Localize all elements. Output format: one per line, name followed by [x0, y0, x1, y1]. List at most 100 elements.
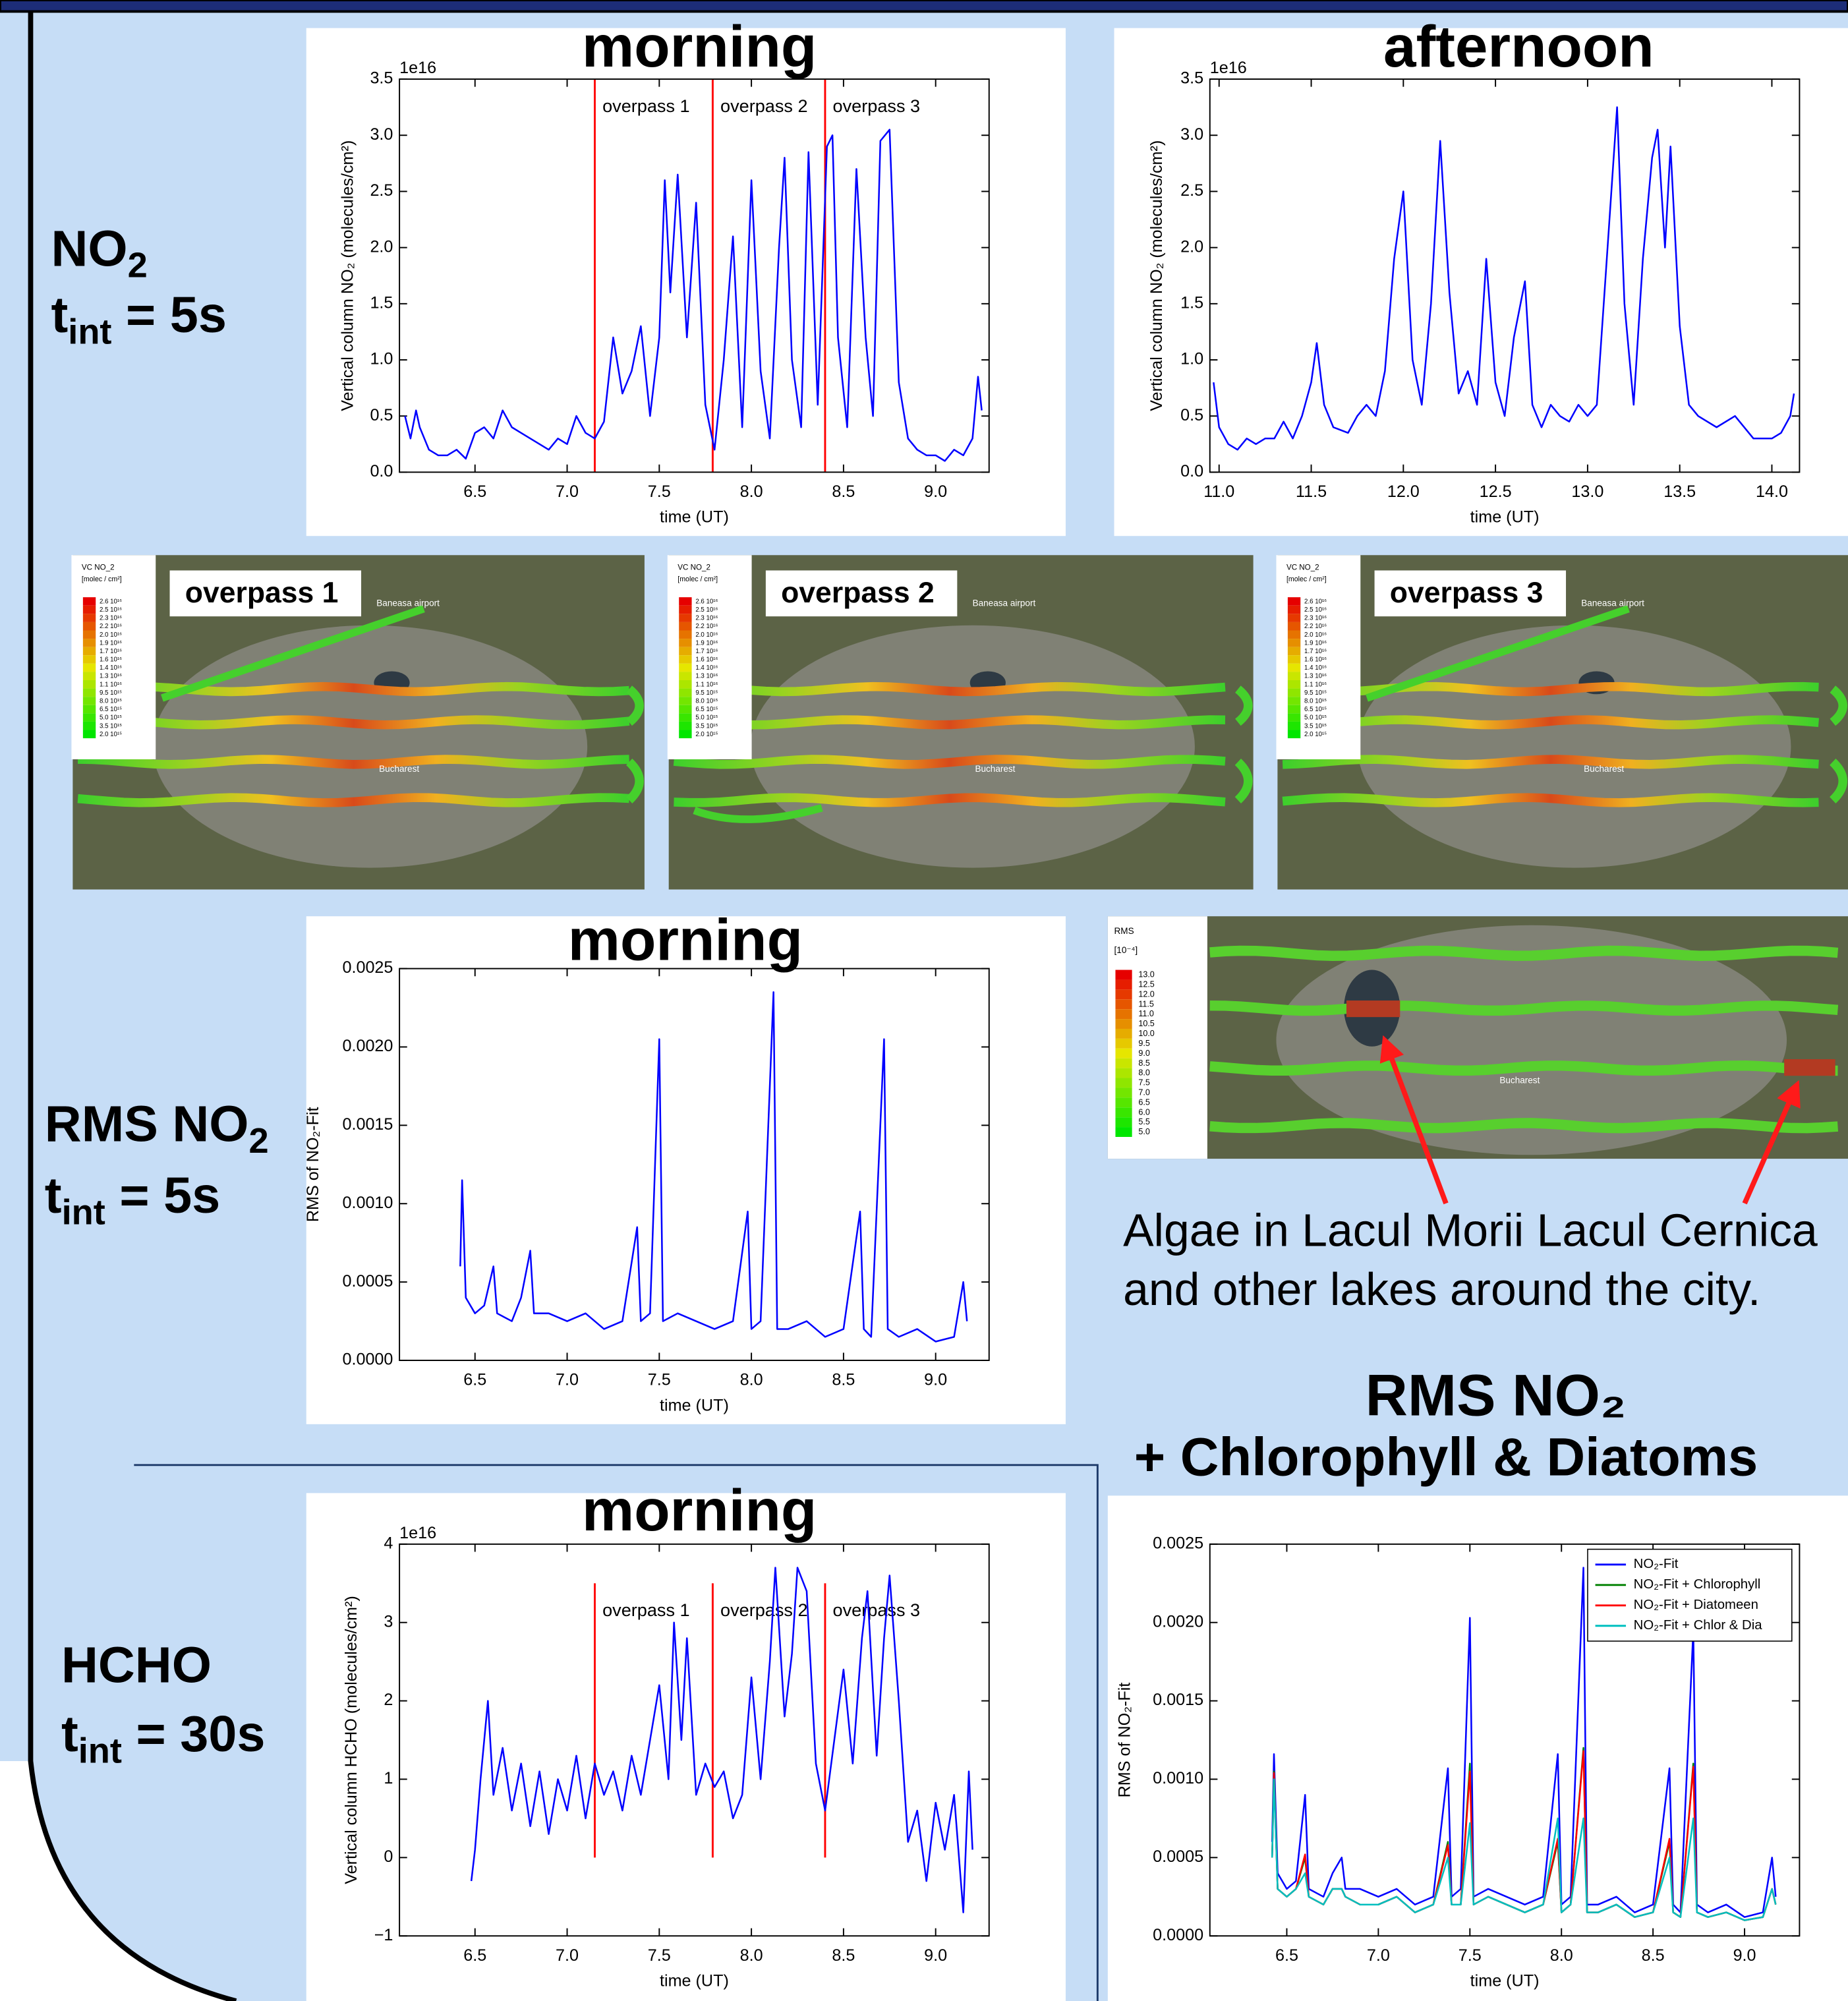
overpass-label-box — [169, 570, 362, 617]
map-legend-label: 2.0 10¹⁶ — [695, 631, 718, 639]
map-track — [674, 715, 1226, 730]
map-legend-label: 1.7 10¹⁶ — [695, 648, 718, 655]
map-legend-swatch — [1115, 1009, 1132, 1020]
chart-panel — [306, 1493, 1066, 2001]
x-tick-label: 6.5 — [1275, 1946, 1298, 1965]
annotation-line: Algae in Lacul Morii Lacul Cernica — [1123, 1205, 1818, 1256]
y-tick-label: 1 — [384, 1769, 393, 1787]
map-legend-label: 2.2 10¹⁶ — [695, 623, 718, 630]
map-legend-label: 2.6 10¹⁶ — [100, 598, 122, 605]
map-city-label: Bucharest — [975, 764, 1015, 774]
row-label-sub: int — [62, 1193, 105, 1232]
chart-subtitle: + Chlorophyll & Diatoms — [1134, 1427, 1758, 1487]
map-legend-label: 7.0 — [1138, 1088, 1150, 1097]
map-track — [1282, 682, 1819, 697]
left-border — [28, 0, 237, 2001]
row-label: NO2 — [51, 221, 147, 285]
map-city-label: Bucharest — [379, 764, 419, 774]
y-tick-label: 3.5 — [370, 69, 393, 88]
map-legend-swatch — [1115, 979, 1132, 990]
chart-title: morning — [568, 906, 803, 972]
map-legend-label: 9.5 10¹⁵ — [1304, 689, 1327, 697]
legend-label: NO₂-Fit + Chlor & Dia — [1634, 1618, 1763, 1633]
y-tick-label: 3 — [384, 1612, 393, 1631]
map-legend-label: 2.0 10¹⁵ — [695, 731, 718, 738]
y-tick-label: 0.0 — [370, 462, 393, 480]
y-tick-label: 3.0 — [1180, 125, 1203, 144]
map-legend-swatch — [679, 663, 692, 672]
map-legend-swatch — [82, 614, 96, 622]
map-legend-swatch — [1115, 970, 1132, 980]
x-tick-label: 7.0 — [556, 482, 579, 501]
y-tick-label: 0.0015 — [342, 1115, 393, 1134]
map-track — [1234, 685, 1253, 803]
map-legend-swatch — [82, 622, 96, 631]
map-legend-label: 5.0 10¹⁵ — [1304, 714, 1327, 722]
row-label-main: NO — [51, 221, 127, 277]
chart-title: afternoon — [1383, 13, 1654, 79]
divider — [134, 1464, 1099, 2001]
map-track — [77, 715, 630, 730]
map-track — [1282, 793, 1819, 807]
y-tick-label: 0.0025 — [342, 958, 393, 977]
overpass-line-label: overpass 2 — [720, 1600, 808, 1620]
legend-label: NO₂-Fit — [1634, 1557, 1679, 1571]
map-legend-swatch — [679, 721, 692, 730]
x-tick-label: 13.5 — [1663, 482, 1696, 501]
map-track — [1282, 755, 1819, 769]
map-legend-title: RMS — [1114, 926, 1134, 936]
map-legend-swatch — [679, 630, 692, 639]
map-legend-swatch — [1115, 1117, 1132, 1128]
map-legend-swatch — [1287, 622, 1301, 631]
map-legend-label: 2.0 10¹⁶ — [1304, 631, 1327, 639]
x-tick-label: 12.0 — [1387, 482, 1420, 501]
map-legend-swatch — [679, 655, 692, 664]
map-legend-swatch — [679, 730, 692, 739]
data-line — [404, 129, 983, 462]
map-city-label: Bucharest — [1499, 1076, 1540, 1086]
map-legend-label: 6.5 — [1138, 1097, 1150, 1107]
x-tick-label: 8.5 — [832, 1946, 855, 1965]
row-label-rest: = 5s — [105, 1168, 220, 1225]
map-legend-label: 9.5 — [1138, 1039, 1150, 1048]
y-tick-label: 4 — [384, 1534, 393, 1552]
x-tick-label: 6.5 — [463, 1946, 486, 1965]
map-legend-label: 9.0 — [1138, 1049, 1150, 1058]
map-legend-swatch — [1115, 1028, 1132, 1039]
y-tick-label: 1.0 — [370, 350, 393, 368]
map-track — [78, 755, 629, 769]
map-legend-swatch — [1115, 1058, 1132, 1068]
overpass-line-label: overpass 1 — [602, 96, 690, 116]
y-tick-label: 0.0005 — [1153, 1847, 1203, 1866]
map-track — [1829, 685, 1847, 803]
axes-frame — [399, 1543, 990, 1937]
map-legend-label: 1.9 10¹⁶ — [695, 639, 718, 647]
row-label-sub: 2 — [128, 246, 148, 285]
y-tick-label: 0.0000 — [1153, 1926, 1203, 1944]
y-axis-label: Vertical column NO₂ (molecules/cm²) — [1147, 140, 1166, 411]
map-legend-label: 3.5 10¹⁵ — [695, 722, 718, 730]
map-legend-label: 1.1 10¹⁶ — [100, 681, 122, 688]
map-legend-label: 1.7 10¹⁶ — [100, 648, 122, 655]
x-tick-label: 7.5 — [648, 1371, 671, 1389]
arrow — [1742, 1080, 1801, 1205]
map-legend-title: VC NO_2 — [82, 564, 115, 572]
map-legend-swatch — [82, 663, 96, 672]
x-axis-label: time (UT) — [660, 1396, 729, 1414]
map-legend-swatch — [1287, 597, 1301, 606]
map-legend-swatch — [679, 713, 692, 722]
map-legend-swatch — [82, 730, 96, 739]
arrow — [1379, 1035, 1449, 1205]
map-legend-label: 1.3 10¹⁶ — [1304, 673, 1327, 680]
map-legend-label: 11.0 — [1138, 1009, 1154, 1018]
map-city-label: Bucharest — [1584, 764, 1624, 774]
x-tick-label: 7.5 — [648, 482, 671, 501]
map-legend-title: VC NO_2 — [1286, 564, 1319, 572]
x-tick-label: 11.5 — [1296, 482, 1327, 501]
axis-offset-label: 1e16 — [399, 1524, 436, 1542]
map-airport-label: Baneasa airport — [376, 598, 440, 608]
map-legend-label: 6.5 10¹⁵ — [1304, 706, 1327, 713]
map-legend-swatch — [82, 680, 96, 689]
